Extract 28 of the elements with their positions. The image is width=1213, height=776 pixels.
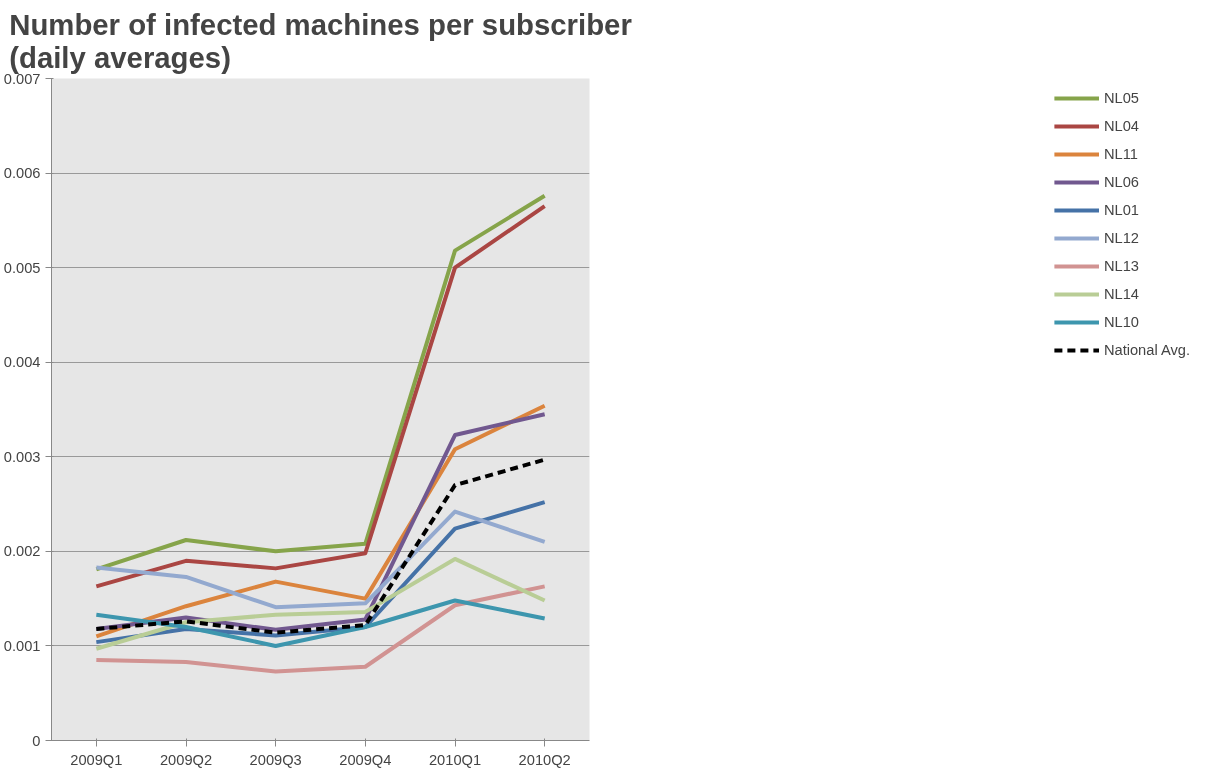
y-tick-label: 0.001 — [3, 637, 41, 654]
legend-label: NL14 — [1103, 286, 1139, 302]
y-tick-label: 0.006 — [3, 165, 41, 182]
x-tick-label: 2010Q2 — [518, 751, 571, 768]
legend-label: NL10 — [1103, 314, 1139, 330]
y-tick-label: 0 — [32, 732, 41, 749]
line-series — [94, 509, 547, 610]
y-tick-label: 0.005 — [3, 259, 41, 276]
x-tick-label: 2010Q1 — [428, 751, 482, 768]
legend-label: National Avg. — [1103, 342, 1190, 358]
legend-label: NL04 — [1103, 118, 1139, 134]
y-tick-label: 0.004 — [3, 354, 41, 371]
legend-label: NL01 — [1103, 202, 1139, 218]
line-series — [94, 584, 547, 674]
legend-label: NL11 — [1103, 146, 1138, 162]
x-tick-label: 2009Q2 — [159, 751, 213, 768]
legend-label: NL05 — [1103, 90, 1139, 106]
x-tick-label: 2009Q3 — [249, 751, 302, 768]
line-series — [94, 556, 547, 651]
chart-title: Number of infected machines per subscriber (daily averages) — [9, 7, 632, 74]
x-tick-label: 2009Q1 — [70, 751, 123, 768]
legend-label: NL06 — [1103, 174, 1139, 190]
y-tick-label: 0.003 — [3, 448, 41, 465]
line-series — [94, 598, 547, 648]
y-tick-label: 0.002 — [3, 543, 41, 560]
legend-label: NL12 — [1103, 230, 1139, 246]
legend-label: NL13 — [1103, 258, 1139, 274]
x-tick-label: 2009Q4 — [339, 751, 392, 768]
